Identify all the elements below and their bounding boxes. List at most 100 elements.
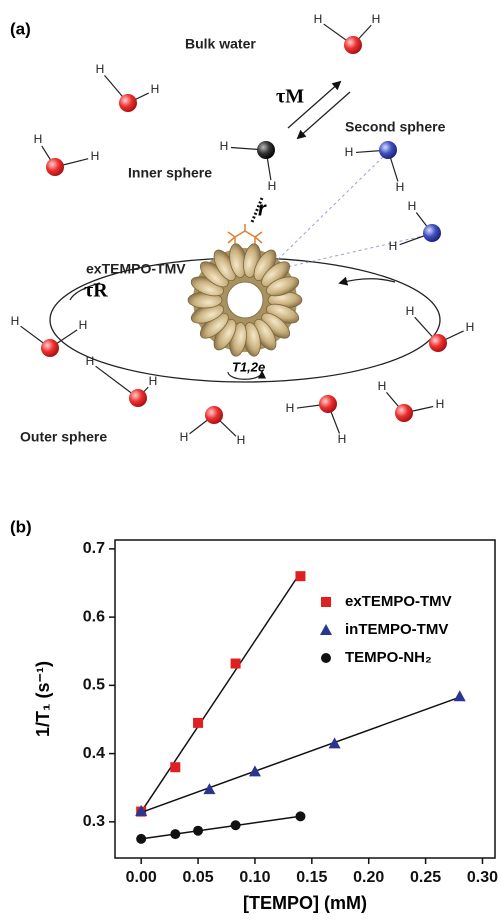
atom-label: H <box>79 318 88 332</box>
oxygen <box>423 224 441 242</box>
plot-frame <box>114 539 496 859</box>
fit-line <box>141 815 301 840</box>
label: τR <box>84 280 108 302</box>
chart: 0.3 0.4 0.5 0.6 0.7 0.00 0.05 0.10 0.15 0.20 0.25 0… <box>33 539 498 913</box>
label: Inner sphere <box>128 165 212 181</box>
point <box>328 737 341 749</box>
atom-label: H <box>466 320 475 334</box>
point <box>136 833 147 844</box>
atom-label: H <box>406 304 415 318</box>
point <box>230 820 241 831</box>
point <box>170 829 181 840</box>
legend-label: inTEMPO-TMV <box>345 621 448 638</box>
x-tick-label: 0.30 <box>467 869 498 886</box>
orbit-arc <box>69 282 101 301</box>
orbit-arrow <box>338 276 396 286</box>
oxygen <box>319 395 337 413</box>
y-tick-label: 0.5 <box>83 677 105 694</box>
y-tick-label: 0.3 <box>83 813 105 830</box>
label: T1,2e <box>232 359 265 374</box>
oxygen <box>41 339 59 357</box>
tmv-ring <box>187 243 303 357</box>
atom-label: H <box>151 82 160 96</box>
oxygen <box>379 141 397 159</box>
exchange-arrow <box>296 91 351 140</box>
legend-label: exTEMPO-TMV <box>345 593 452 610</box>
atom-label: H <box>11 314 20 328</box>
atom-label: H <box>237 433 246 447</box>
y-tick-label: 0.4 <box>83 745 105 762</box>
distance-line <box>250 197 264 223</box>
point <box>230 658 241 669</box>
dipolar-line <box>264 151 389 273</box>
atom-label: H <box>408 199 417 213</box>
label: Bulk water <box>185 36 256 52</box>
atom-label: H <box>389 239 398 253</box>
panel-label: (b) <box>10 517 32 536</box>
dipolar-line <box>264 233 433 273</box>
oxygen <box>429 334 447 352</box>
point <box>170 762 181 773</box>
point <box>295 811 306 822</box>
label: Second sphere <box>345 119 446 135</box>
point <box>248 765 261 777</box>
legend-label: TEMPO-NH₂ <box>345 649 432 666</box>
label: Outer sphere <box>20 429 107 445</box>
oxygen <box>205 406 223 424</box>
oxygen <box>46 158 64 176</box>
point <box>453 690 466 702</box>
atom-label: H <box>268 179 277 193</box>
atom-label: H <box>34 132 43 146</box>
fit-line <box>140 696 460 814</box>
atom-label: H <box>96 62 105 76</box>
panel-label: (a) <box>10 19 31 38</box>
x-tick-label: 0.20 <box>353 869 384 886</box>
point <box>321 597 331 607</box>
atom-label: H <box>396 180 405 194</box>
x-tick-label: 0.05 <box>182 869 213 886</box>
y-tick-label: 0.7 <box>83 540 105 557</box>
atom-label: H <box>91 149 100 163</box>
y-axis-label: 1/T₁ (s⁻¹) <box>33 661 53 737</box>
x-tick-label: 0.00 <box>126 869 157 886</box>
ring-hole <box>226 281 264 319</box>
atom-label: H <box>286 401 295 415</box>
ring-segment <box>265 276 300 297</box>
x-axis-label: [TEMPO] (mM) <box>243 893 367 913</box>
exchange-arrow <box>287 80 342 129</box>
atom-label: H <box>338 432 347 446</box>
x-tick-label: 0.25 <box>410 869 441 886</box>
label: r <box>258 198 267 220</box>
x-tick-label: 0.15 <box>296 869 327 886</box>
atom-label: H <box>345 145 354 159</box>
atom-label: H <box>378 379 387 393</box>
atom-label: H <box>436 397 445 411</box>
oxygen <box>129 389 147 407</box>
oxygen <box>344 36 362 54</box>
point <box>320 624 332 635</box>
point <box>295 571 306 582</box>
fit-line <box>140 572 302 813</box>
atom-label: H <box>220 139 229 153</box>
atom-label: H <box>86 354 95 368</box>
atom-label: H <box>149 374 158 388</box>
point <box>203 783 216 795</box>
oxygen <box>257 141 275 159</box>
oxygen <box>395 404 413 422</box>
atom-label: H <box>180 430 189 444</box>
label: exTEMPO-TMV <box>86 261 186 277</box>
point <box>193 825 204 836</box>
y-tick-label: 0.6 <box>83 608 105 625</box>
oxygen <box>119 94 137 112</box>
atom-label: H <box>372 12 381 26</box>
point <box>321 653 331 663</box>
point <box>135 804 148 816</box>
x-tick-label: 0.10 <box>239 869 270 886</box>
label: τM <box>276 86 304 108</box>
atom-label: H <box>314 12 323 26</box>
rotation-arrow <box>227 370 267 380</box>
point <box>193 717 204 728</box>
